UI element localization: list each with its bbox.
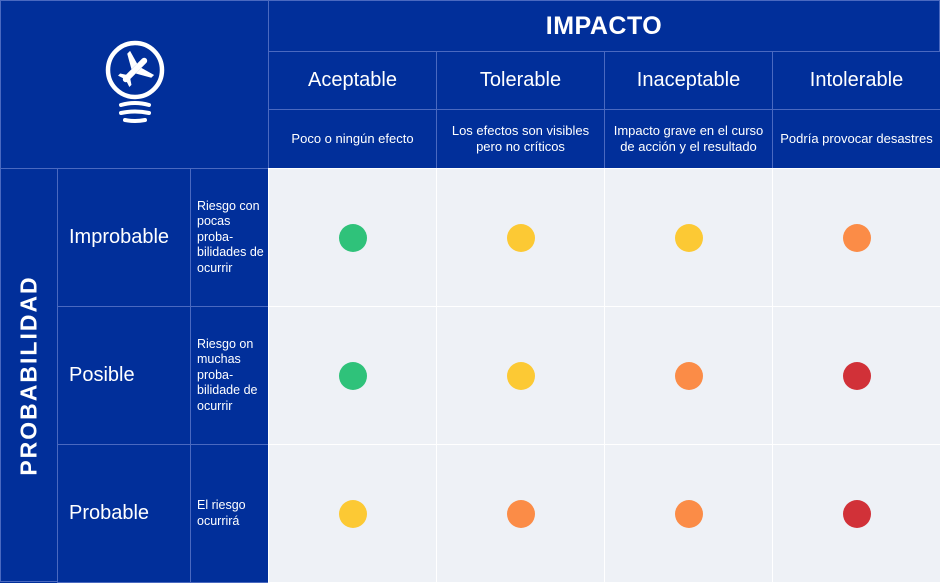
risk-green-dot (338, 361, 367, 390)
risk-orange-dot (842, 223, 871, 252)
matrix-cell (604, 444, 773, 583)
risk-yellow-dot (338, 499, 367, 528)
impact-column-label: Aceptable (268, 51, 437, 110)
matrix-cell (436, 444, 605, 583)
risk-orange-dot (674, 499, 703, 528)
probability-row-label: Posible (57, 306, 191, 445)
matrix-cell (604, 306, 773, 445)
risk-yellow-dot (506, 361, 535, 390)
impact-title: IMPACTO (268, 0, 940, 52)
matrix-cell (268, 444, 437, 583)
risk-green-dot (338, 223, 367, 252)
risk-orange-dot (506, 499, 535, 528)
risk-orange-dot (674, 361, 703, 390)
matrix-cell (436, 168, 605, 307)
risk-red-dot (842, 361, 871, 390)
matrix-cell (268, 168, 437, 307)
matrix-cell (268, 306, 437, 445)
matrix-cell (772, 168, 940, 307)
impact-column-label: Intolerable (772, 51, 940, 110)
matrix-cell (436, 306, 605, 445)
risk-red-dot (842, 499, 871, 528)
probability-row-description: Riesgo con pocas proba-bilidades de ocur… (190, 168, 269, 307)
lightbulb-airplane-icon (105, 40, 164, 123)
risk-yellow-dot (506, 223, 535, 252)
probability-row-label: Probable (57, 444, 191, 583)
impact-column-description: Impacto grave en el curso de acción y el… (604, 109, 773, 169)
logo-cell (0, 0, 269, 169)
risk-yellow-dot (674, 223, 703, 252)
matrix-cell (772, 444, 940, 583)
probability-row-label: Improbable (57, 168, 191, 307)
impact-column-label: Inaceptable (604, 51, 773, 110)
impact-column-description: Los efectos son visibles pero no crítico… (436, 109, 605, 169)
impact-column-label: Tolerable (436, 51, 605, 110)
probability-axis-label: PROBABILIDAD (0, 168, 58, 582)
matrix-cell (604, 168, 773, 307)
matrix-cell (772, 306, 940, 445)
probability-row-description: El riesgo ocurrirá (190, 444, 269, 583)
impact-column-description: Poco o ningún efecto (268, 109, 437, 169)
impact-column-description: Podría provocar desastres (772, 109, 940, 169)
probability-row-description: Riesgo on muchas proba-bilidade de ocurr… (190, 306, 269, 445)
probability-title: PROBABILIDAD (15, 274, 42, 476)
